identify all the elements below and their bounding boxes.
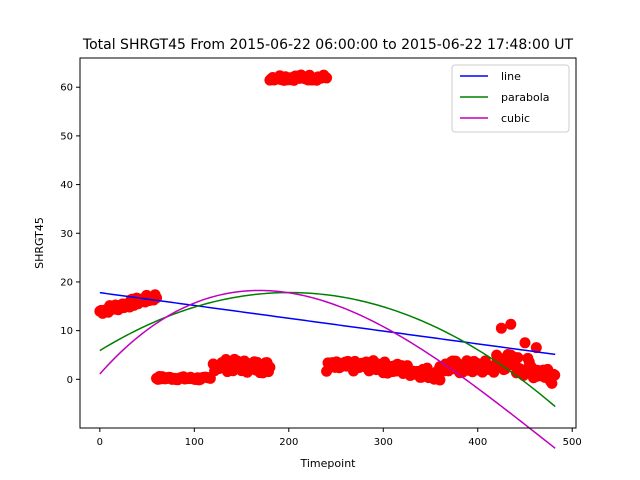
scatter-points [94, 69, 561, 389]
y-tick-label: 40 [60, 180, 73, 191]
y-tick-label: 60 [60, 83, 73, 94]
fit-lines [99, 289, 556, 449]
y-tick-label: 10 [60, 326, 73, 337]
y-axis: 0 10 20 30 40 50 60 [60, 83, 80, 386]
x-axis: 0 100 200 300 400 500 [97, 428, 582, 448]
scatter-point [321, 72, 333, 84]
legend-label-cubic: cubic [501, 112, 530, 125]
scatter-point [519, 337, 531, 349]
y-axis-label: SHRGT45 [33, 217, 46, 269]
scatter-point [495, 322, 507, 334]
scatter-point [505, 318, 517, 330]
plot-frame [79, 57, 577, 429]
legend: line parabola cubic [451, 64, 570, 133]
y-tick-label: 50 [60, 131, 73, 142]
legend-label-line: line [501, 70, 521, 83]
fit-line-line [99, 291, 556, 356]
y-tick-label: 30 [60, 229, 73, 240]
chart-title: Total SHRGT45 From 2015-06-22 06:00:00 t… [82, 37, 574, 53]
y-tick-label: 20 [60, 277, 73, 288]
fit-line-parabola [99, 291, 556, 408]
x-tick-label: 400 [468, 437, 487, 448]
x-axis-label: Timepoint [300, 457, 357, 470]
scatter-point [549, 369, 561, 381]
scatter-point [434, 374, 446, 386]
x-tick-label: 0 [97, 437, 103, 448]
scatter-point [530, 342, 542, 354]
legend-label-parabola: parabola [501, 91, 550, 104]
y-tick-label: 0 [67, 375, 73, 386]
legend-box [451, 64, 570, 133]
fit-line-cubic [99, 289, 556, 449]
x-tick-label: 200 [279, 437, 298, 448]
x-tick-label: 100 [185, 437, 204, 448]
scatter-point [512, 352, 524, 364]
x-tick-label: 300 [374, 437, 393, 448]
scatter-point [264, 361, 276, 373]
x-tick-label: 500 [563, 437, 582, 448]
